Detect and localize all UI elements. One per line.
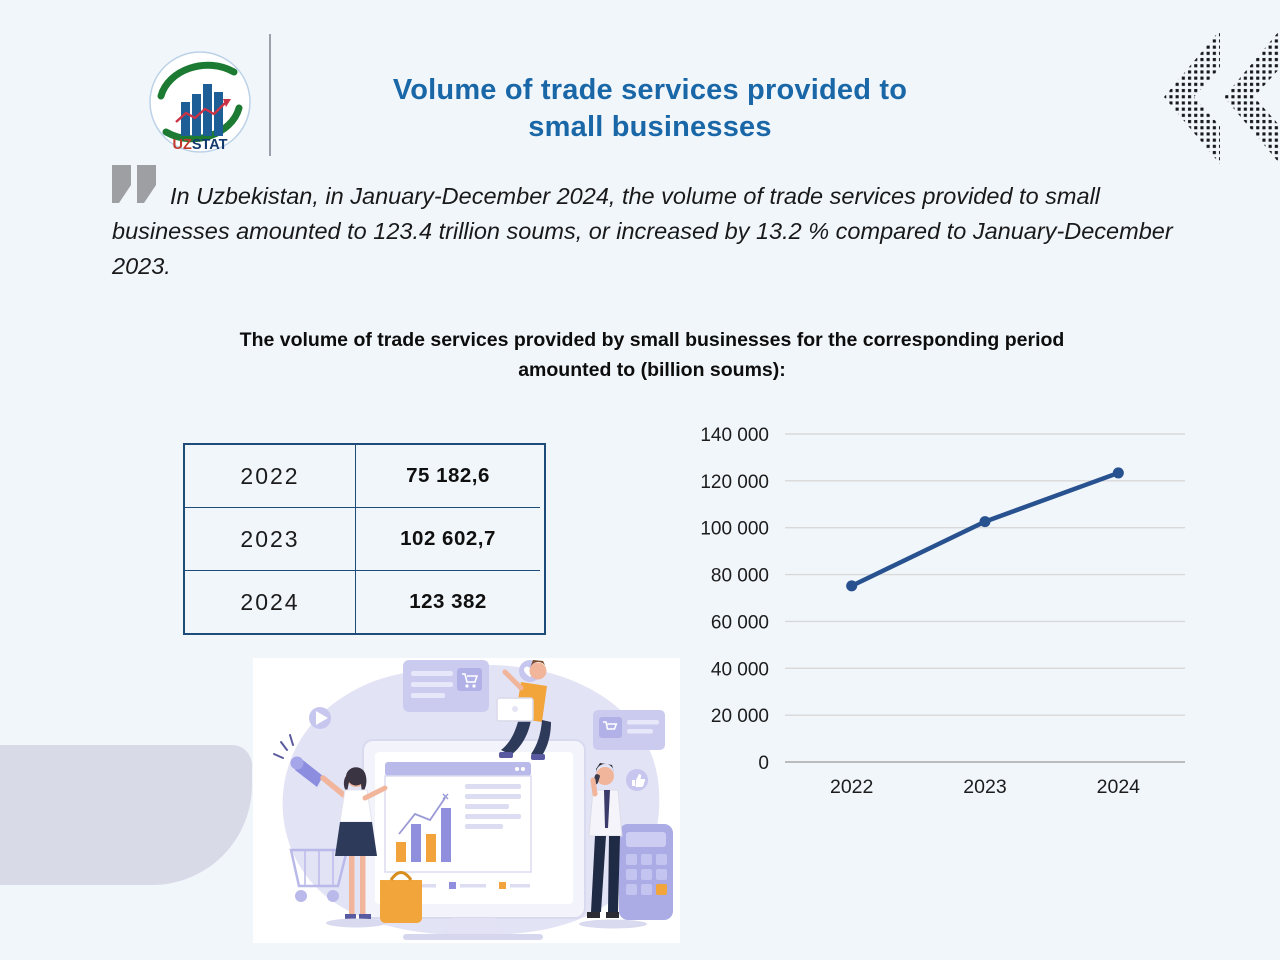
table-row-value: 123 382 xyxy=(409,590,487,613)
play-bubble-icon xyxy=(309,707,331,729)
chevron-dots-icon xyxy=(1156,26,1280,168)
trend-chart-svg: 140 000 120 000 100 000 80 000 60 000 40 000 2… xyxy=(700,425,1185,798)
page-title-line1: Volume of trade services provided to xyxy=(392,74,908,106)
svg-text:40 000: 40 000 xyxy=(711,659,769,680)
thumbs-up-bubble-icon xyxy=(626,769,648,791)
table-row-year: 2022 xyxy=(185,445,356,508)
svg-text:140 000: 140 000 xyxy=(700,425,769,446)
table-row-year: 2023 xyxy=(185,508,356,571)
summary-paragraph: In Uzbekistan, in January-December 2024,… xyxy=(112,183,1173,279)
monitor-illustration xyxy=(362,739,586,940)
svg-text:100 000: 100 000 xyxy=(700,519,769,540)
svg-text:2023: 2023 xyxy=(963,776,1006,798)
uzstat-logo: UZSTAT xyxy=(148,50,252,154)
bar-chart-icon xyxy=(396,793,451,862)
svg-text:2024: 2024 xyxy=(1097,776,1141,798)
page-title-line2: small businesses xyxy=(528,111,772,143)
floating-card-icon xyxy=(403,660,489,712)
section-subtitle: The volume of trade services provided by… xyxy=(239,329,1065,381)
floating-card-icon xyxy=(593,710,665,750)
table-row-year: 2024 xyxy=(185,571,356,633)
header-divider xyxy=(269,34,271,156)
svg-text:120 000: 120 000 xyxy=(700,472,769,493)
table-row-value: 102 602,7 xyxy=(356,508,540,571)
uzstat-logo-icon: UZSTAT xyxy=(149,51,251,153)
logo-text-stat: STAT xyxy=(192,137,228,153)
table-row-value: 75 182,6 xyxy=(356,445,540,508)
svg-text:80 000: 80 000 xyxy=(711,566,769,587)
svg-text:60 000: 60 000 xyxy=(711,612,769,633)
woman-megaphone-illustration xyxy=(273,734,388,928)
logo-text-uz: UZ xyxy=(172,137,191,153)
svg-text:2022: 2022 xyxy=(830,776,873,798)
svg-text:UZSTAT: UZSTAT xyxy=(172,137,227,153)
values-table: 2022 75 182,6 2023 102 602,7 2024 123 38… xyxy=(183,443,546,635)
svg-text:0: 0 xyxy=(758,753,769,774)
svg-text:20 000: 20 000 xyxy=(711,706,769,727)
trend-chart: 140 000 120 000 100 000 80 000 60 000 40 000 2… xyxy=(685,408,1241,808)
man-phone-illustration xyxy=(579,763,673,929)
page-title: Volume of trade services provided to sma… xyxy=(300,72,1000,146)
man-laptop-illustration xyxy=(496,660,551,760)
illustration-ecommerce-analytics xyxy=(253,658,680,943)
shopping-bag-icon xyxy=(380,871,422,923)
quote-icon xyxy=(112,165,160,205)
decor-gray-blob xyxy=(0,745,252,885)
